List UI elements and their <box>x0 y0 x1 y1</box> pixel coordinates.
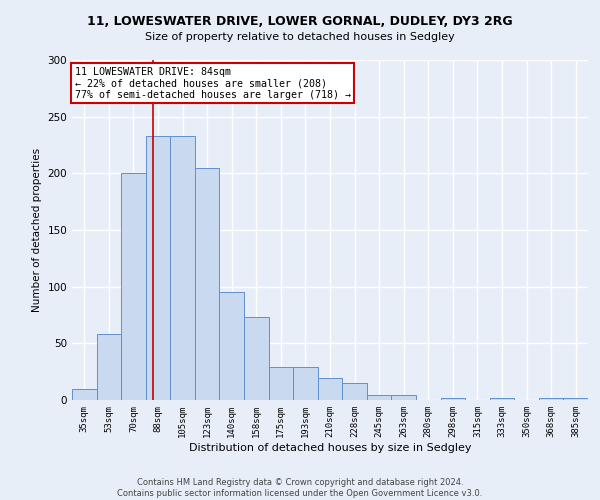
Bar <box>72 388 97 400</box>
Bar <box>342 383 367 400</box>
Text: 11 LOWESWATER DRIVE: 84sqm
← 22% of detached houses are smaller (208)
77% of sem: 11 LOWESWATER DRIVE: 84sqm ← 22% of deta… <box>74 67 350 100</box>
Bar <box>220 292 244 400</box>
Bar <box>195 168 220 400</box>
Text: Size of property relative to detached houses in Sedgley: Size of property relative to detached ho… <box>145 32 455 42</box>
Bar <box>146 136 170 400</box>
Bar <box>490 398 514 400</box>
X-axis label: Distribution of detached houses by size in Sedgley: Distribution of detached houses by size … <box>189 442 471 452</box>
Bar <box>318 378 342 400</box>
Bar <box>97 334 121 400</box>
Bar <box>391 396 416 400</box>
Bar <box>121 174 146 400</box>
Bar <box>563 398 588 400</box>
Bar <box>539 398 563 400</box>
Bar <box>244 318 269 400</box>
Bar <box>367 396 391 400</box>
Bar <box>170 136 195 400</box>
Bar <box>293 367 318 400</box>
Bar <box>269 367 293 400</box>
Text: Contains HM Land Registry data © Crown copyright and database right 2024.
Contai: Contains HM Land Registry data © Crown c… <box>118 478 482 498</box>
Bar <box>440 398 465 400</box>
Text: 11, LOWESWATER DRIVE, LOWER GORNAL, DUDLEY, DY3 2RG: 11, LOWESWATER DRIVE, LOWER GORNAL, DUDL… <box>87 15 513 28</box>
Y-axis label: Number of detached properties: Number of detached properties <box>32 148 42 312</box>
